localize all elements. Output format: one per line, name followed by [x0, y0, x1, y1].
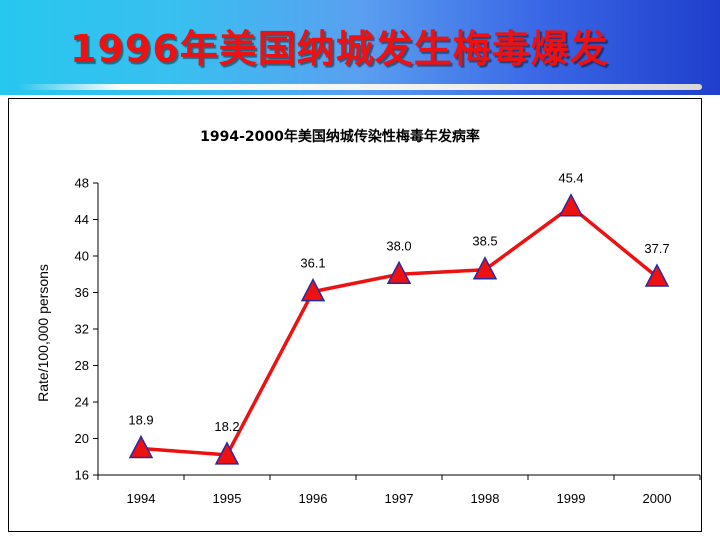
data-label: 45.4 [558, 171, 583, 186]
x-tick-label: 1994 [127, 491, 156, 506]
y-tick-label: 36 [75, 285, 89, 300]
y-tick-label: 40 [75, 249, 89, 264]
x-tick-label: 1999 [557, 491, 586, 506]
y-axis-title: Rate/100,000 persons [35, 264, 51, 402]
x-tick-label: 1995 [213, 491, 242, 506]
data-point-marker [558, 193, 584, 217]
data-point-marker [128, 434, 154, 459]
data-label: 38.5 [472, 234, 497, 249]
data-label: 18.2 [214, 419, 239, 434]
data-point-marker [472, 256, 498, 280]
y-tick-label: 16 [75, 468, 89, 483]
data-label: 38.0 [386, 238, 411, 253]
y-tick-label: 20 [75, 431, 89, 446]
y-tick-label: 44 [75, 212, 89, 227]
slide-header: 1996年美国纳城发生梅毒爆发 [0, 0, 720, 95]
y-tick-label: 24 [75, 395, 89, 410]
chart-series: 18.9 18.2 36.1 38.0 38.5 45.4 37.7 [128, 171, 670, 465]
data-label: 36.1 [300, 256, 325, 271]
data-point-marker [214, 441, 240, 465]
data-point-marker [300, 277, 326, 302]
y-tick-label: 32 [75, 322, 89, 337]
x-tick-label: 1996 [299, 491, 328, 506]
data-label: 18.9 [128, 413, 153, 428]
slide-title: 1996年美国纳城发生梅毒爆发 [70, 27, 609, 71]
chart-title: 1994-2000年美国纳城传染性梅毒年发病率 [200, 128, 480, 145]
x-tick-label: 1998 [471, 491, 500, 506]
chart-axes: 16 20 24 28 32 36 40 44 48 1994 1995 1996 1997 1998 19… [75, 176, 701, 506]
y-tick-label: 48 [75, 176, 89, 191]
x-tick-label: 2000 [643, 491, 672, 506]
chart-frame [8, 98, 702, 532]
data-label: 37.7 [644, 241, 669, 256]
header-divider [18, 84, 702, 90]
y-tick-label: 28 [75, 358, 89, 373]
x-tick-label: 1997 [385, 491, 414, 506]
data-point-marker [644, 263, 670, 287]
data-point-marker [386, 260, 412, 285]
